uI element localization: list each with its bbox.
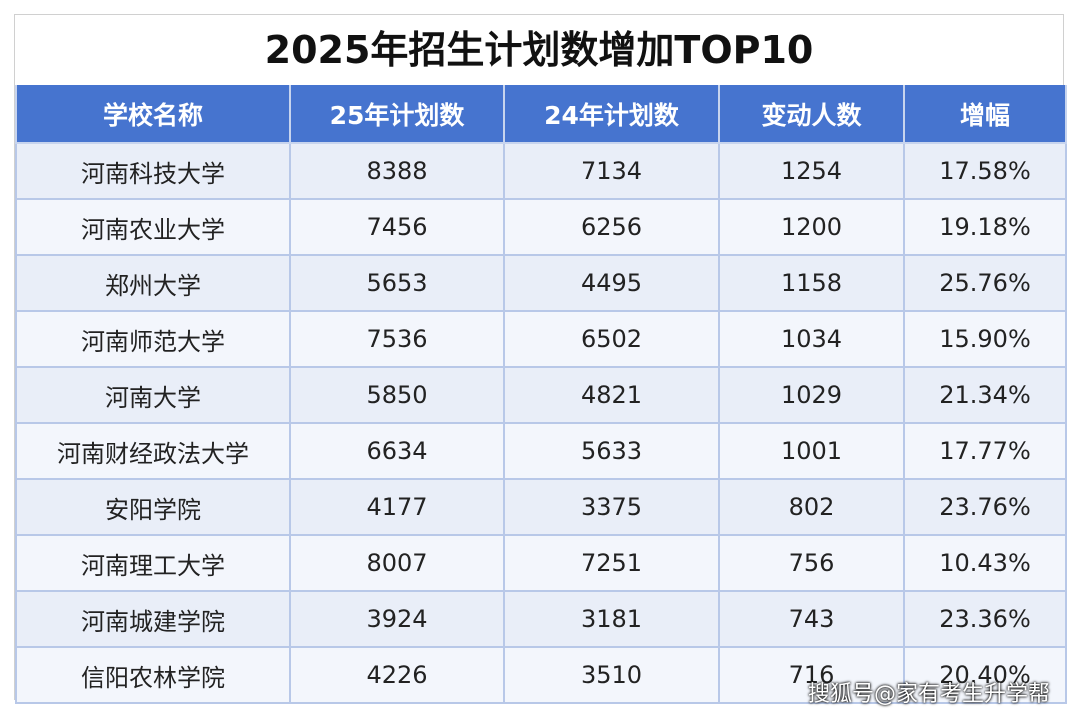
table-cell: 7134	[503, 142, 720, 200]
table-cell: 5633	[503, 422, 720, 480]
table-frame: 2025年招生计划数增加TOP10 学校名称 25年计划数 24年计划数 变动人数 增幅…	[14, 14, 1067, 704]
table-cell: 河南师范大学	[15, 310, 291, 368]
table-row: 河南科技大学 8388 7134 1254 17.58%	[15, 142, 1067, 200]
table-cell: 802	[718, 478, 905, 536]
table-cell: 1034	[718, 310, 905, 368]
header-cell: 24年计划数	[503, 85, 720, 144]
table-cell: 郑州大学	[15, 254, 291, 312]
table-cell: 3510	[503, 646, 720, 704]
table-row: 河南师范大学 7536 6502 1034 15.90%	[15, 310, 1067, 368]
table-cell: 756	[718, 534, 905, 592]
table-row: 河南城建学院 3924 3181 743 23.36%	[15, 590, 1067, 648]
table-cell: 河南城建学院	[15, 590, 291, 648]
table-cell: 3181	[503, 590, 720, 648]
table-cell: 1001	[718, 422, 905, 480]
table-cell: 19.18%	[903, 198, 1067, 256]
table-body: 河南科技大学 8388 7134 1254 17.58% 河南农业大学 7456 6256 12…	[15, 142, 1067, 704]
table-cell: 6502	[503, 310, 720, 368]
table-cell: 8007	[289, 534, 505, 592]
table-row: 河南大学 5850 4821 1029 21.34%	[15, 366, 1067, 424]
table-cell: 3924	[289, 590, 505, 648]
table-cell: 1254	[718, 142, 905, 200]
table-cell: 10.43%	[903, 534, 1067, 592]
table-cell: 23.36%	[903, 590, 1067, 648]
table-cell: 25.76%	[903, 254, 1067, 312]
watermark: 搜狐号@家有考生升学帮	[807, 682, 1050, 707]
table-row: 河南财经政法大学 6634 5633 1001 17.77%	[15, 422, 1067, 480]
table-cell: 7251	[503, 534, 720, 592]
table-cell: 河南大学	[15, 366, 291, 424]
table-cell: 743	[718, 590, 905, 648]
table-cell: 河南财经政法大学	[15, 422, 291, 480]
table-row: 郑州大学 5653 4495 1158 25.76%	[15, 254, 1067, 312]
header-cell: 增幅	[903, 85, 1067, 144]
table-cell: 河南农业大学	[15, 198, 291, 256]
table-cell: 17.77%	[903, 422, 1067, 480]
table-cell: 23.76%	[903, 478, 1067, 536]
table-row: 信阳农林学院 4226 3510 716 20.40%	[15, 646, 1067, 704]
table-cell: 7536	[289, 310, 505, 368]
table-cell: 1158	[718, 254, 905, 312]
table: 学校名称 25年计划数 24年计划数 变动人数 增幅 河南科技大学 8388 7134 125…	[15, 85, 1067, 704]
table-row: 河南理工大学 8007 7251 756 10.43%	[15, 534, 1067, 592]
table-cell: 4177	[289, 478, 505, 536]
table-cell: 8388	[289, 142, 505, 200]
table-cell: 5653	[289, 254, 505, 312]
table-cell: 4821	[503, 366, 720, 424]
table-cell: 716	[718, 646, 905, 704]
table-cell: 15.90%	[903, 310, 1067, 368]
table-cell: 20.40%	[903, 646, 1067, 704]
table-cell: 1200	[718, 198, 905, 256]
header-cell: 学校名称	[15, 85, 291, 144]
table-cell: 3375	[503, 478, 720, 536]
table-cell: 安阳学院	[15, 478, 291, 536]
table-cell: 6634	[289, 422, 505, 480]
table-cell: 4495	[503, 254, 720, 312]
table-cell: 17.58%	[903, 142, 1067, 200]
table-row: 河南农业大学 7456 6256 1200 19.18%	[15, 198, 1067, 256]
table-cell: 河南科技大学	[15, 142, 291, 200]
table-title: 2025年招生计划数增加TOP10	[264, 28, 814, 72]
header-cell: 25年计划数	[289, 85, 505, 144]
header-cell: 变动人数	[718, 85, 905, 144]
header-row: 学校名称 25年计划数 24年计划数 变动人数 增幅	[15, 85, 1067, 144]
table-cell: 4226	[289, 646, 505, 704]
table-cell: 6256	[503, 198, 720, 256]
table-cell: 河南理工大学	[15, 534, 291, 592]
table-cell: 信阳农林学院	[15, 646, 291, 704]
table-row: 安阳学院 4177 3375 802 23.76%	[15, 478, 1067, 536]
table-cell: 7456	[289, 198, 505, 256]
table-cell: 1029	[718, 366, 905, 424]
table-cell: 21.34%	[903, 366, 1067, 424]
table-cell: 5850	[289, 366, 505, 424]
